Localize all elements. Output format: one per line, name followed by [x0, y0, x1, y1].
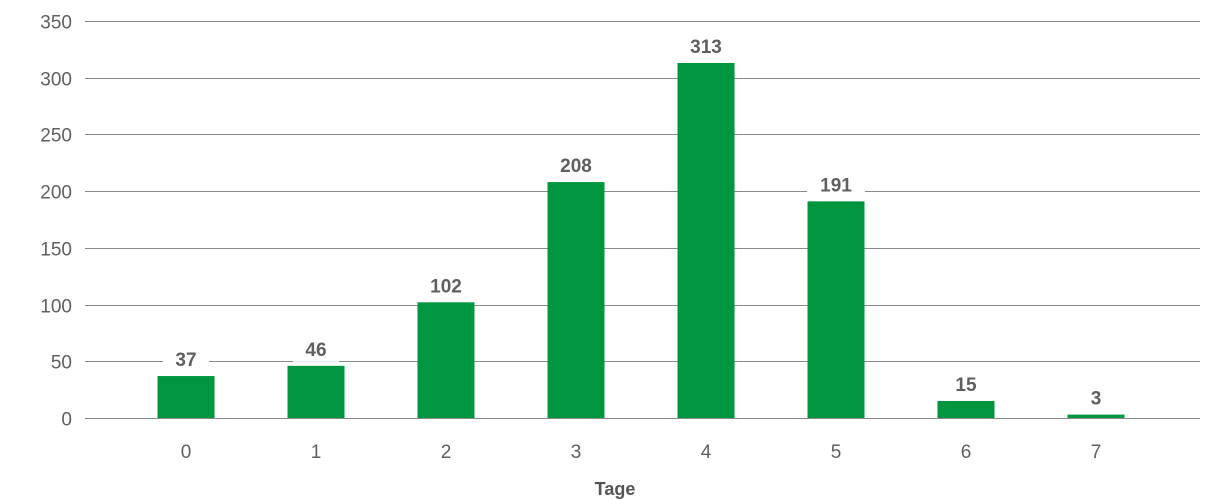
- data-label: 15: [955, 375, 977, 396]
- bar: [937, 400, 995, 418]
- y-tick-label: 150: [40, 240, 72, 261]
- data-label-background: [547, 152, 605, 179]
- data-label: 102: [430, 276, 462, 297]
- bar: [677, 62, 735, 419]
- x-tick-label: 3: [571, 442, 582, 463]
- y-tick-label: 200: [40, 183, 72, 204]
- y-tick-label: 50: [51, 353, 72, 374]
- data-label-background: [807, 171, 865, 198]
- gridlines: [85, 21, 1200, 419]
- data-label: 313: [690, 37, 722, 58]
- y-tick-label: 300: [40, 70, 72, 91]
- x-tick-label: 0: [181, 442, 192, 463]
- x-axis-ticks: 0 1 2 3 4 5 6 7: [181, 442, 1102, 463]
- data-label-background: [163, 346, 209, 373]
- x-tick-label: 6: [961, 442, 972, 463]
- data-label: 3: [1091, 389, 1102, 410]
- x-tick-label: 1: [311, 442, 322, 463]
- data-label-background: [417, 272, 475, 299]
- y-tick-label: 250: [40, 126, 72, 147]
- data-label: 46: [305, 340, 326, 361]
- data-label: 37: [175, 350, 196, 371]
- y-tick-label: 350: [40, 13, 72, 34]
- y-tick-label: 100: [40, 297, 72, 318]
- bar: [1067, 414, 1125, 418]
- data-labels: 37 46 102 208 313 191 15 3: [163, 32, 1113, 411]
- x-tick-label: 2: [441, 442, 452, 463]
- x-tick-label: 5: [831, 442, 842, 463]
- data-label: 208: [560, 156, 592, 177]
- bar: [157, 376, 215, 418]
- x-tick-label: 7: [1091, 442, 1102, 463]
- x-tick-label: 4: [701, 442, 712, 463]
- bar: [417, 302, 475, 418]
- bar: [287, 365, 345, 418]
- data-label-background: [943, 370, 989, 397]
- bar: [807, 201, 865, 418]
- x-axis-title: Tage: [595, 479, 636, 499]
- data-label: 191: [820, 175, 852, 196]
- y-axis-ticks: 0 50 100 150 200 250 300 350: [40, 13, 72, 431]
- data-label-background: [677, 32, 735, 59]
- y-tick-label: 0: [61, 410, 72, 431]
- bar: [547, 182, 605, 418]
- bars: [157, 62, 1125, 419]
- data-label-background: [1079, 384, 1113, 411]
- data-label-background: [293, 335, 339, 362]
